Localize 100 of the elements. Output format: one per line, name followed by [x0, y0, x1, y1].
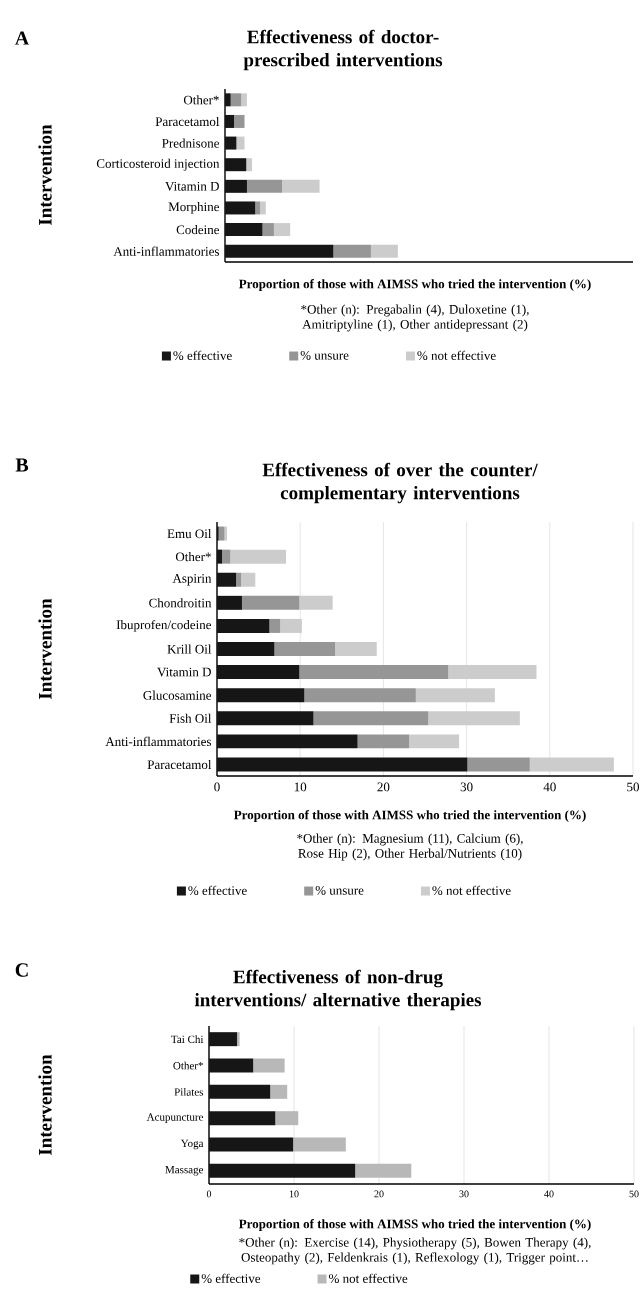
- legend-label: % unsure: [300, 350, 349, 360]
- bar: [225, 244, 334, 258]
- bar: [217, 595, 242, 610]
- x-tick-label: 10: [289, 1190, 299, 1198]
- y-tick-label: Morphine: [168, 202, 220, 214]
- bar: [269, 618, 281, 633]
- bar: [209, 1137, 294, 1152]
- bar: [299, 665, 449, 680]
- bar: [236, 572, 242, 587]
- text: B: [15, 458, 29, 472]
- x-tick-label: 40: [543, 782, 556, 792]
- x-tick-label: 30: [460, 782, 473, 792]
- y-tick-label: Ibuprofen/codeine: [116, 619, 212, 632]
- bar: [275, 1111, 299, 1126]
- y-tick-label: Other*: [173, 1061, 203, 1070]
- bar: [529, 757, 614, 772]
- bar: [209, 1084, 271, 1099]
- bar: [217, 549, 222, 564]
- text: *Other (n): Magnesium (11), Calcium (6), Rose Hip (2), Other Herbal/Nutrients (10): [297, 833, 523, 861]
- x-tick-label: 40: [544, 1190, 554, 1198]
- bar: [225, 201, 256, 215]
- x-axis-title: Proportion of those with AIMSS who tried the intervention (%): [238, 279, 591, 291]
- bar: [241, 595, 300, 610]
- bar: [282, 179, 320, 193]
- legend-label: % not effective: [432, 885, 511, 896]
- y-tick-label: Vitamin D: [165, 181, 219, 191]
- bar: [241, 572, 256, 587]
- bar: [209, 1111, 276, 1126]
- legend-label: % effective: [188, 885, 247, 896]
- y-tick-label: Other*: [175, 552, 211, 562]
- legend-label: % not effective: [417, 350, 496, 361]
- bar: [255, 201, 261, 215]
- bar: [217, 572, 237, 587]
- bar: [217, 642, 275, 657]
- bar: [246, 179, 283, 193]
- y-tick-label: Codeine: [176, 225, 220, 235]
- text: *Other (n): Pregabalin (4), Duloxetine (1), Amitriptyline (1), Other antidepressant (2): [301, 304, 529, 332]
- bar: [280, 618, 302, 633]
- y-tick-label: Yoga: [180, 1139, 204, 1150]
- x-tick-label: 50: [629, 1190, 639, 1198]
- bar: [357, 734, 410, 749]
- chart-title: Effectiveness of non-drug interventions/ alternative therapies: [194, 969, 482, 1011]
- bar: [333, 244, 371, 258]
- bar: [246, 158, 252, 172]
- bar: [370, 244, 398, 258]
- bar: [241, 93, 247, 107]
- y-tick-label: Glucosamine: [143, 690, 212, 700]
- bar: [274, 642, 336, 657]
- bar: [230, 93, 242, 107]
- x-tick-label: 0: [206, 1190, 212, 1198]
- y-tick-label: Chondroitin: [149, 598, 212, 608]
- y-tick-label: Paracetamol: [147, 759, 212, 770]
- bar: [217, 711, 314, 726]
- bar: [428, 711, 520, 726]
- bar: [448, 665, 537, 680]
- bar: [217, 665, 300, 680]
- bar: [293, 1137, 346, 1152]
- bar: [304, 688, 416, 703]
- bar: [221, 549, 231, 564]
- x-axis-title: Proportion of those with AIMSS who tried the intervention (%): [238, 1219, 591, 1231]
- y-tick-label: Vitamin D: [157, 667, 211, 677]
- y-tick-label: Krill Oil: [167, 644, 212, 654]
- y-tick-label: Anti-inflammatories: [113, 246, 220, 256]
- y-axis-title: Intervention: [38, 124, 52, 226]
- bar: [237, 1032, 240, 1047]
- bar: [225, 93, 231, 107]
- bar: [225, 158, 247, 172]
- bar: [217, 757, 468, 772]
- x-tick-label: 10: [294, 782, 307, 792]
- bar: [225, 179, 247, 193]
- bar: [313, 711, 429, 726]
- bar: [260, 201, 266, 215]
- bar: [217, 734, 358, 749]
- bar: [415, 688, 495, 703]
- chart-title: Effectiveness of doctor-prescribed interventions: [243, 29, 443, 71]
- legend-label: % not effective: [328, 1273, 408, 1283]
- legend-label: % effective: [201, 1273, 261, 1283]
- x-tick-label: 20: [377, 782, 390, 792]
- bar: [262, 223, 274, 237]
- y-tick-label: Other*: [183, 95, 219, 105]
- bar: [225, 114, 234, 128]
- y-tick-label: Emu Oil: [167, 528, 212, 539]
- bar: [236, 136, 245, 150]
- bar: [209, 1032, 238, 1047]
- bar: [217, 618, 270, 633]
- x-tick-label: 30: [459, 1190, 469, 1198]
- bar: [253, 1058, 285, 1073]
- legend-label: % effective: [173, 350, 232, 361]
- bar: [409, 734, 460, 749]
- bar: [335, 642, 377, 657]
- chart-title: Effectiveness of over the counter/ complementary interventions: [262, 462, 538, 504]
- bar: [270, 1084, 288, 1099]
- y-tick-label: Aspirin: [172, 574, 212, 586]
- bar: [230, 549, 287, 564]
- bar: [209, 1163, 356, 1178]
- text: A: [14, 31, 30, 45]
- y-tick-label: Tai Chi: [171, 1035, 204, 1044]
- bar: [225, 223, 263, 237]
- bar: [225, 136, 237, 150]
- y-tick-label: Fish Oil: [169, 713, 212, 723]
